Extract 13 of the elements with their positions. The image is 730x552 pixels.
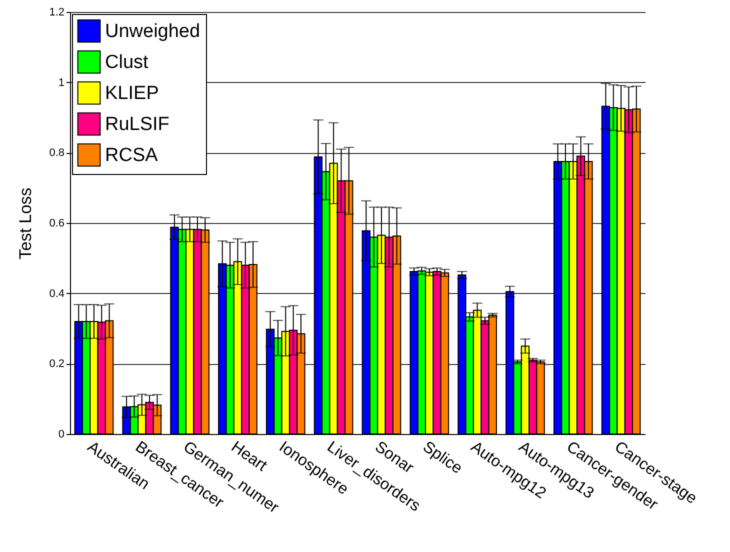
- legend-label: Clust: [105, 52, 150, 73]
- y-tick-label: 0.4: [49, 288, 64, 300]
- y-tick-label: 0.8: [49, 147, 64, 160]
- legend-label: RCSA: [105, 145, 158, 166]
- y-tick-label: 0: [58, 428, 64, 440]
- y-tick-label: 1.2: [49, 6, 64, 18]
- y-axis-title: Test Loss: [16, 188, 36, 260]
- legend-label: KLIEP: [105, 83, 159, 104]
- y-tick-label: 0.6: [49, 218, 64, 230]
- y-tick-label: 0.2: [49, 358, 64, 370]
- legend-label: RuLSIF: [105, 114, 170, 135]
- legend-label: Unweighed: [105, 21, 200, 42]
- y-tick-label: 1: [58, 76, 64, 89]
